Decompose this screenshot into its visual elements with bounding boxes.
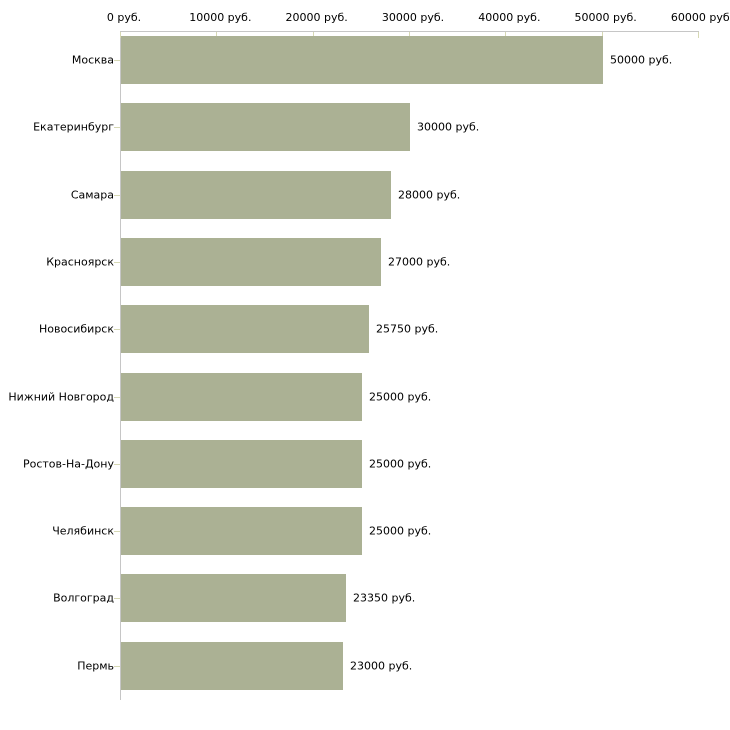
y-axis-line [120,31,121,700]
x-tick-label: 30000 руб. [381,11,445,24]
bar [121,238,381,286]
category-label: Нижний Новгород [8,390,114,403]
value-label: 30000 руб. [417,120,480,134]
x-tick-mark [120,32,121,38]
x-tick-label: 10000 руб. [189,11,252,24]
x-tick-label: 0 руб. [106,11,142,24]
value-label: 28000 руб. [398,188,461,202]
value-label: 25750 руб. [376,322,439,336]
bar [121,305,369,353]
category-tick [114,262,120,263]
bar [121,574,346,622]
bar [121,373,362,421]
x-tick-mark [505,32,507,38]
category-label: Ростов-На-Дону [22,457,114,471]
category-tick [114,329,120,330]
x-tick-mark [601,32,603,38]
x-tick-mark [409,32,410,38]
category-label: Москва [71,53,114,67]
x-tick-label: 40000 руб. [478,11,541,24]
category-tick [114,195,120,196]
category-tick [114,531,120,532]
value-label: 25000 руб. [369,457,432,471]
x-tick-label: 60000 руб. [670,11,730,24]
value-label: 25000 руб. [369,524,432,538]
bar [121,507,362,555]
bar [121,642,343,690]
category-label: Волгоград [53,591,114,605]
value-label: 27000 руб. [388,255,451,269]
x-axis-line [120,31,699,32]
category-tick [114,60,120,61]
value-label: 23000 руб. [350,659,413,673]
value-label: 25000 руб. [369,390,432,403]
category-tick [114,464,120,465]
category-tick [114,127,120,128]
category-label: Новосибирск [38,322,114,336]
x-tick-mark [216,32,218,38]
category-label: Красноярск [46,255,114,269]
x-tick-mark [312,32,314,38]
category-tick [114,666,120,667]
category-label: Самара [70,188,114,202]
x-tick-mark [698,32,699,38]
x-tick-label: 50000 руб. [574,11,637,24]
value-label: 50000 руб. [610,53,673,67]
value-label: 23350 руб. [353,591,416,605]
bar [121,36,603,84]
category-tick [114,397,120,398]
category-label: Екатеринбург [33,120,114,134]
bar [121,440,362,488]
category-tick [114,598,120,599]
bar [121,103,410,151]
category-label: Челябинск [52,524,114,538]
x-tick-label: 20000 руб. [285,11,348,24]
category-label: Пермь [77,659,114,673]
bar [121,171,391,219]
